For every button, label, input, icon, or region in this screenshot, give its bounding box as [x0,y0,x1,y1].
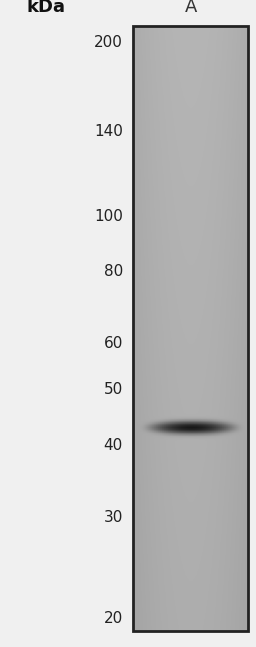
Text: 140: 140 [94,124,123,139]
Text: 60: 60 [103,336,123,351]
Bar [133,26,248,631]
Text: 100: 100 [94,208,123,223]
Text: 40: 40 [104,438,123,453]
Text: 20: 20 [104,611,123,626]
Text: 200: 200 [94,35,123,50]
Text: 80: 80 [104,265,123,280]
Text: A: A [185,0,197,16]
Text: 30: 30 [103,510,123,525]
Text: kDa: kDa [27,0,66,16]
Text: 50: 50 [104,382,123,397]
